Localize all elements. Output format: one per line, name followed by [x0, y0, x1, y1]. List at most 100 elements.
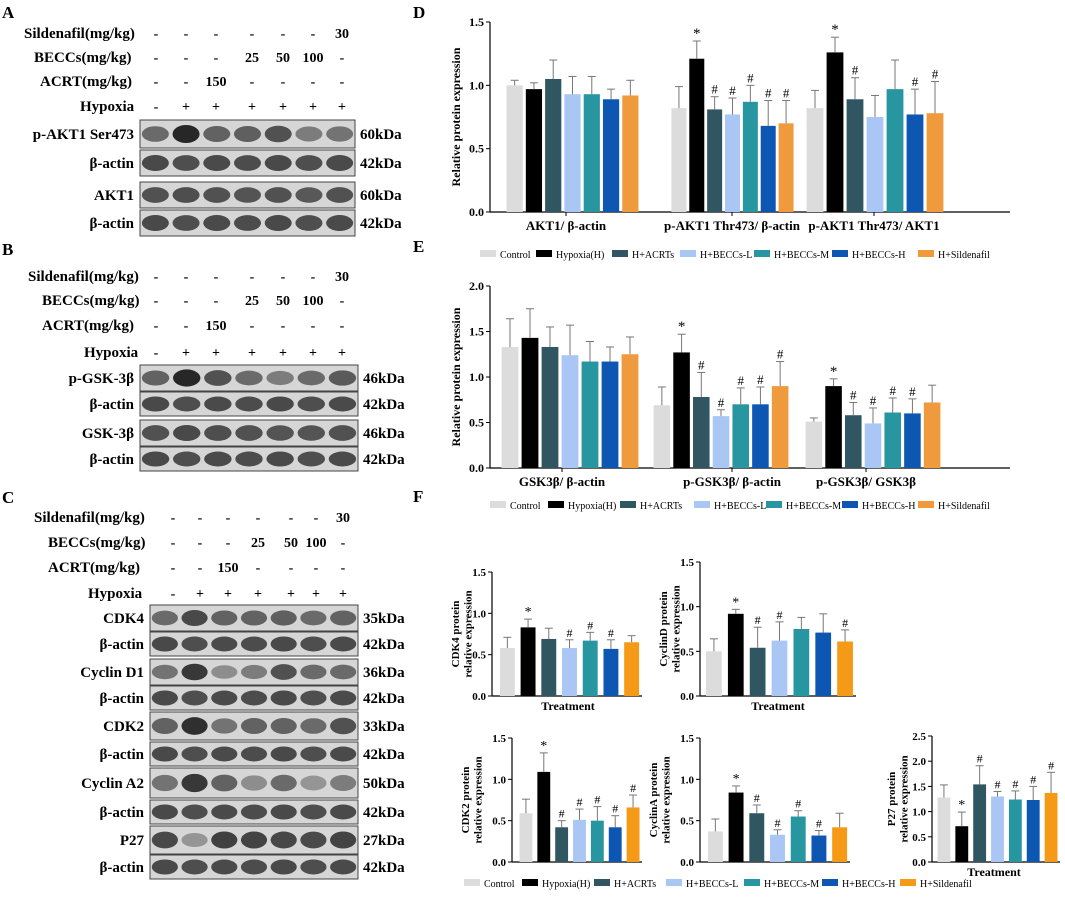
- condition-value: 50: [284, 536, 298, 551]
- condition-value: -: [184, 294, 189, 309]
- y-tick-label: 0.5: [680, 816, 694, 828]
- blot-band: [204, 396, 232, 412]
- condition-value: +: [248, 346, 256, 361]
- blot-band: [240, 718, 268, 734]
- kda-label: 50kDa: [363, 776, 405, 792]
- blot-band: [233, 155, 262, 171]
- significance-hash: #: [909, 384, 916, 399]
- condition-label: Hypoxia: [80, 99, 135, 115]
- blot-band: [326, 126, 354, 142]
- condition-value: -: [311, 319, 316, 334]
- blot-band: [270, 859, 297, 875]
- bar: [904, 413, 921, 468]
- blot-band: [211, 610, 238, 626]
- condition-value: -: [171, 561, 176, 576]
- x-tick-label: p-GSK3β/ β-actin: [683, 474, 782, 489]
- blot-band: [300, 775, 327, 791]
- y-tick-label: 2.0: [469, 279, 484, 293]
- blot-band: [151, 718, 178, 734]
- bar: [793, 629, 810, 696]
- blot-band: [330, 664, 357, 680]
- panel-letter-c: C: [2, 488, 14, 507]
- bar: [790, 816, 806, 862]
- legend-2: Control Hypoxia(H) H+ACRTs H+BECCs-L H+BECCs…: [490, 501, 990, 512]
- blot-band: [330, 746, 357, 762]
- kda-label: 46kDa: [363, 371, 405, 387]
- legend-swatch: [832, 250, 848, 257]
- kda-label: 42kDa: [363, 805, 405, 821]
- blot-band: [211, 831, 238, 849]
- y-tick-label: 1.5: [472, 567, 486, 579]
- bar: [573, 819, 586, 862]
- blot-band: [181, 832, 208, 848]
- condition-label: Hypoxia: [88, 586, 143, 602]
- blot-band: [211, 718, 238, 734]
- blot-band: [233, 187, 262, 203]
- bar: [621, 354, 639, 468]
- protein-label: β-actin: [99, 747, 144, 763]
- condition-label: ACRT(mg/kg): [42, 318, 134, 334]
- condition-value: -: [289, 511, 294, 526]
- significance-hash: #: [889, 383, 896, 398]
- bar: [806, 108, 824, 212]
- blot-band: [240, 746, 268, 762]
- blot-band: [181, 717, 208, 735]
- y-axis-title: Relative protein expression: [449, 47, 463, 186]
- condition-value: -: [214, 294, 219, 309]
- blot-band: [328, 396, 357, 412]
- x-tick-label: GSK3β/ β-actin: [519, 474, 606, 489]
- blot-band: [181, 663, 208, 681]
- condition-value: -: [256, 511, 261, 526]
- blot-band: [270, 664, 297, 680]
- y-tick-label: 1.0: [680, 774, 694, 786]
- blot-band: [172, 215, 200, 231]
- blot-band: [141, 215, 169, 231]
- bar: [771, 386, 789, 468]
- blot-band: [181, 804, 208, 820]
- blot-band: [151, 831, 178, 849]
- bar: [501, 346, 519, 468]
- condition-value: -: [340, 51, 345, 66]
- legend-label: H+BECCs-L: [700, 250, 752, 261]
- blot-band: [173, 425, 201, 441]
- kda-label: 42kDa: [360, 216, 402, 232]
- blot-band: [181, 746, 208, 762]
- legend-label: H+ACRTs: [640, 501, 682, 512]
- kda-label: 35kDa: [363, 611, 405, 627]
- bar: [608, 827, 622, 862]
- bar: [601, 361, 619, 468]
- bar: [826, 52, 844, 213]
- y-axis-title-line: relative expression: [463, 590, 475, 677]
- y-axis-title-line: P27 protein: [886, 772, 898, 827]
- blot-band: [300, 746, 327, 762]
- bar: [973, 784, 987, 862]
- bar: [521, 337, 539, 468]
- significance-star: *: [540, 739, 547, 754]
- legend-swatch: [522, 879, 538, 886]
- protein-label: Cyclin D1: [80, 665, 144, 681]
- significance-hash: #: [747, 70, 754, 85]
- bar: [712, 416, 730, 468]
- bar: [728, 792, 744, 862]
- kda-label: 60kDa: [360, 188, 402, 204]
- condition-value: -: [340, 294, 345, 309]
- y-tick-label: 0.5: [469, 416, 484, 430]
- bar: [564, 94, 581, 212]
- condition-label: Sildenafil(mg/kg): [24, 26, 135, 42]
- blot-panel-1: Sildenafil(mg/kg) - - - - - - 30 BECCs(mg/kg) - - -…: [24, 26, 402, 237]
- legend-label: Control: [484, 879, 515, 890]
- condition-value: +: [287, 587, 295, 602]
- blot-band: [172, 155, 200, 171]
- protein-label: p-AKT1 Ser473: [33, 127, 134, 143]
- legend-swatch: [754, 250, 770, 257]
- kda-label: 33kDa: [363, 719, 405, 735]
- condition-label: BECCs(mg/kg): [42, 293, 140, 309]
- condition-value: -: [154, 346, 159, 361]
- y-axis-title-line: CyclinA protein: [648, 763, 660, 838]
- condition-value: -: [184, 319, 189, 334]
- bar: [760, 125, 776, 212]
- legend-label: H+BECCs-H: [862, 501, 915, 512]
- blot-band: [266, 425, 294, 441]
- bar: [845, 415, 862, 468]
